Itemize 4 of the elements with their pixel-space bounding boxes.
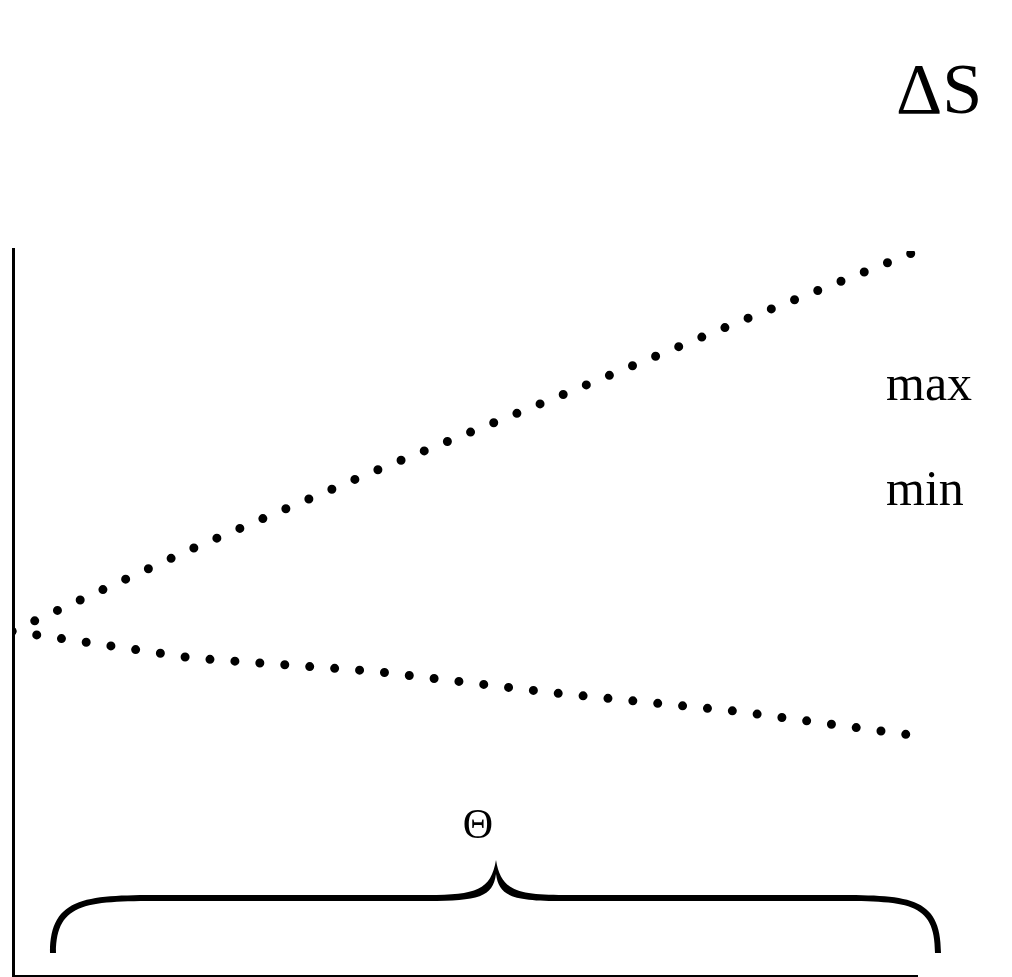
annotation: Θ [462,801,494,847]
annotation: min [886,460,964,516]
annotation: max [886,355,973,411]
text: ΔS [896,49,983,129]
